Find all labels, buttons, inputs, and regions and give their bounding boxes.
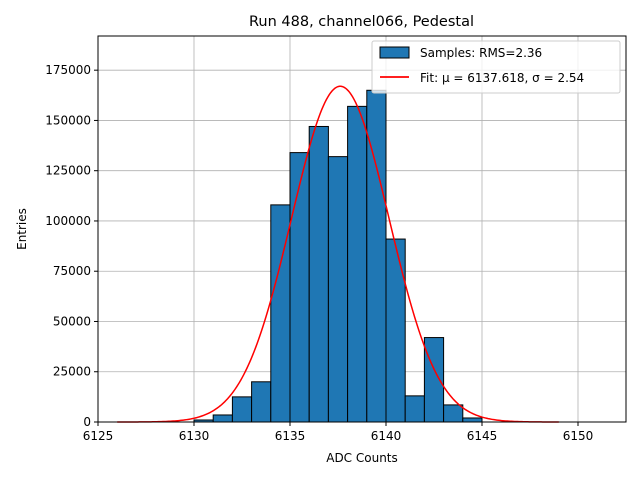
y-tick-label: 25000: [53, 365, 91, 379]
y-tick-label: 125000: [45, 164, 91, 178]
x-tick-label: 6140: [371, 429, 402, 443]
histogram-bar: [347, 105, 368, 423]
legend-fit-prefix: Fit:: [420, 71, 438, 85]
histogram-bar: [462, 417, 483, 423]
histogram-bar: [443, 404, 464, 423]
x-tick-label: 6145: [467, 429, 498, 443]
legend-label-samples: Samples: RMS=2.36: [420, 46, 542, 60]
histogram-bar: [231, 396, 253, 423]
y-ticks: 0 25000 50000 75000 100000 125000 150000 175000: [45, 63, 98, 429]
x-ticks: 6125 6130 6135 6140 6145 6150: [83, 422, 594, 443]
legend: Samples: RMS=2.36 Fit: μ = 6137.618, σ =…: [371, 40, 621, 94]
histogram-bar: [327, 156, 349, 423]
x-axis-label: ADC Counts: [326, 451, 398, 465]
histogram-bar: [385, 238, 406, 423]
fit-curve: [117, 85, 559, 423]
y-tick-label: 75000: [53, 264, 91, 278]
y-tick-label: 100000: [45, 214, 91, 228]
histogram-bar: [423, 337, 445, 423]
y-tick-label: 50000: [53, 314, 91, 328]
y-tick-label: 0: [83, 415, 91, 429]
histogram-bar: [289, 152, 310, 423]
legend-swatch-samples: [379, 46, 410, 59]
x-tick-label: 6135: [275, 429, 306, 443]
chart-title: Run 488, channel066, Pedestal: [249, 14, 474, 30]
y-tick-label: 150000: [45, 113, 91, 127]
histogram-bars: [193, 89, 483, 423]
histogram-bar: [251, 381, 272, 423]
histogram-bar: [212, 414, 233, 423]
plot-frame: [97, 35, 627, 423]
x-tick-label: 6150: [563, 429, 594, 443]
legend-box: [371, 40, 621, 94]
legend-fit-mu: μ = 6137.618: [442, 71, 525, 85]
x-tick-label: 6130: [179, 429, 210, 443]
y-axis-label: Entries: [15, 208, 29, 250]
x-tick-label: 6125: [83, 429, 114, 443]
histogram-bar: [308, 125, 329, 423]
histogram-bar: [404, 395, 425, 423]
legend-label-fit: Fit: μ = 6137.618, σ = 2.54: [420, 71, 584, 85]
legend-fit-sigma: σ = 2.54: [532, 71, 584, 85]
y-tick-label: 175000: [45, 63, 91, 77]
